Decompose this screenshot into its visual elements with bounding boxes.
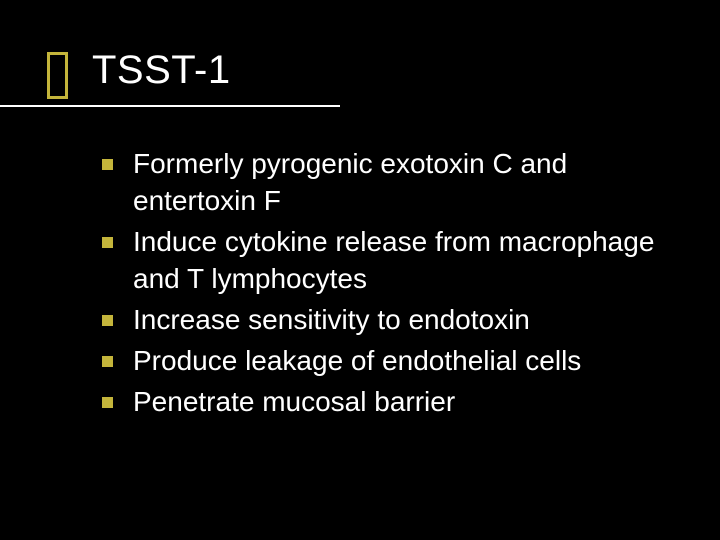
slide-body: Formerly pyrogenic exotoxin C and entert… [102, 145, 682, 424]
list-item: Formerly pyrogenic exotoxin C and entert… [102, 145, 682, 219]
bullet-text: Produce leakage of endothelial cells [133, 342, 581, 379]
slide-title: TSST-1 [92, 48, 231, 92]
list-item: Induce cytokine release from macrophage … [102, 223, 682, 297]
accent-rect [47, 52, 68, 99]
title-decoration [47, 52, 68, 99]
bullet-text: Induce cytokine release from macrophage … [133, 223, 682, 297]
bullet-icon [102, 159, 113, 170]
bullet-text: Increase sensitivity to endotoxin [133, 301, 530, 338]
bullet-icon [102, 397, 113, 408]
list-item: Produce leakage of endothelial cells [102, 342, 682, 379]
list-item: Increase sensitivity to endotoxin [102, 301, 682, 338]
bullet-text: Penetrate mucosal barrier [133, 383, 455, 420]
slide: TSST-1 Formerly pyrogenic exotoxin C and… [0, 0, 720, 540]
title-underline [0, 105, 340, 107]
list-item: Penetrate mucosal barrier [102, 383, 682, 420]
bullet-text: Formerly pyrogenic exotoxin C and entert… [133, 145, 682, 219]
bullet-icon [102, 237, 113, 248]
bullet-icon [102, 356, 113, 367]
bullet-icon [102, 315, 113, 326]
